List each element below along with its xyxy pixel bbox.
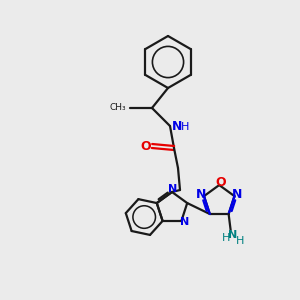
Text: H: H (221, 233, 230, 243)
Text: CH₃: CH₃ (110, 103, 126, 112)
Text: N: N (228, 230, 237, 240)
Text: N: N (172, 121, 182, 134)
Text: O: O (215, 176, 226, 189)
Text: H: H (236, 236, 244, 246)
Text: N: N (180, 217, 189, 227)
Text: N: N (168, 184, 178, 194)
Text: N: N (196, 188, 206, 201)
Text: O: O (141, 140, 151, 152)
Text: H: H (181, 122, 189, 132)
Text: N: N (232, 188, 243, 201)
